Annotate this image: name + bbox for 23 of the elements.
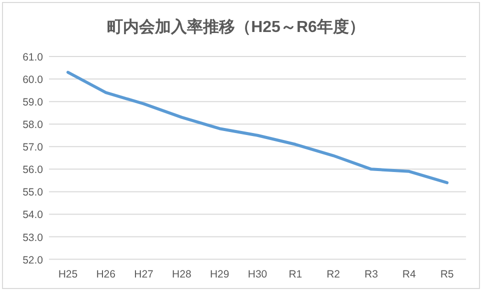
x-tick-label: R5 xyxy=(440,268,454,280)
y-tick-label: 58.0 xyxy=(22,119,44,132)
y-tick-label: 55.0 xyxy=(22,186,44,199)
x-tick-label: H26 xyxy=(96,268,116,280)
x-tick-label: R1 xyxy=(288,268,302,280)
x-tick-label: H27 xyxy=(134,268,154,280)
y-tick-label: 53.0 xyxy=(22,232,44,244)
x-tick-label: H29 xyxy=(210,268,230,280)
y-tick-label: 59.0 xyxy=(22,96,44,109)
x-tick-label: H25 xyxy=(58,268,78,280)
x-tick-label: R3 xyxy=(364,268,378,280)
x-tick-label: R2 xyxy=(326,268,340,280)
y-tick-label: 56.0 xyxy=(22,164,44,176)
y-tick-label: 57.0 xyxy=(22,142,44,154)
y-tick-label: 52.0 xyxy=(22,254,44,266)
title: 町内会加入率推移（H25～R6年度） xyxy=(107,19,365,36)
x-tick-label: R4 xyxy=(402,268,416,280)
x-tick-label: H28 xyxy=(172,268,192,280)
y-tick-label: 60.0 xyxy=(22,74,44,86)
y-tick-label: 54.0 xyxy=(22,209,44,222)
line-series xyxy=(66,70,449,184)
y-tick-label: 61.0 xyxy=(22,52,44,64)
x-tick-label: H30 xyxy=(248,268,268,280)
